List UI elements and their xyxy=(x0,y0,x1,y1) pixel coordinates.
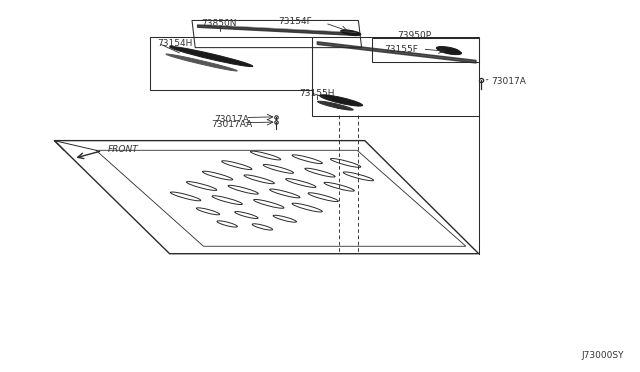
Ellipse shape xyxy=(166,54,237,71)
Ellipse shape xyxy=(436,46,460,53)
Ellipse shape xyxy=(170,46,253,67)
Ellipse shape xyxy=(320,95,362,106)
Text: 73017A: 73017A xyxy=(214,115,249,124)
Ellipse shape xyxy=(340,30,361,36)
Text: FRONT: FRONT xyxy=(108,145,138,154)
Text: 73154H: 73154H xyxy=(157,39,192,48)
Text: 73155H: 73155H xyxy=(300,89,335,98)
Text: 73850N: 73850N xyxy=(202,19,237,28)
Text: 73950P: 73950P xyxy=(397,31,431,40)
Text: 73017A: 73017A xyxy=(492,77,526,86)
Text: 73017AA: 73017AA xyxy=(211,120,252,129)
Text: J73000SY: J73000SY xyxy=(582,351,624,360)
Ellipse shape xyxy=(438,48,461,55)
Text: 73154F: 73154F xyxy=(278,17,312,26)
Text: 73155F: 73155F xyxy=(384,45,418,54)
Ellipse shape xyxy=(317,101,353,110)
